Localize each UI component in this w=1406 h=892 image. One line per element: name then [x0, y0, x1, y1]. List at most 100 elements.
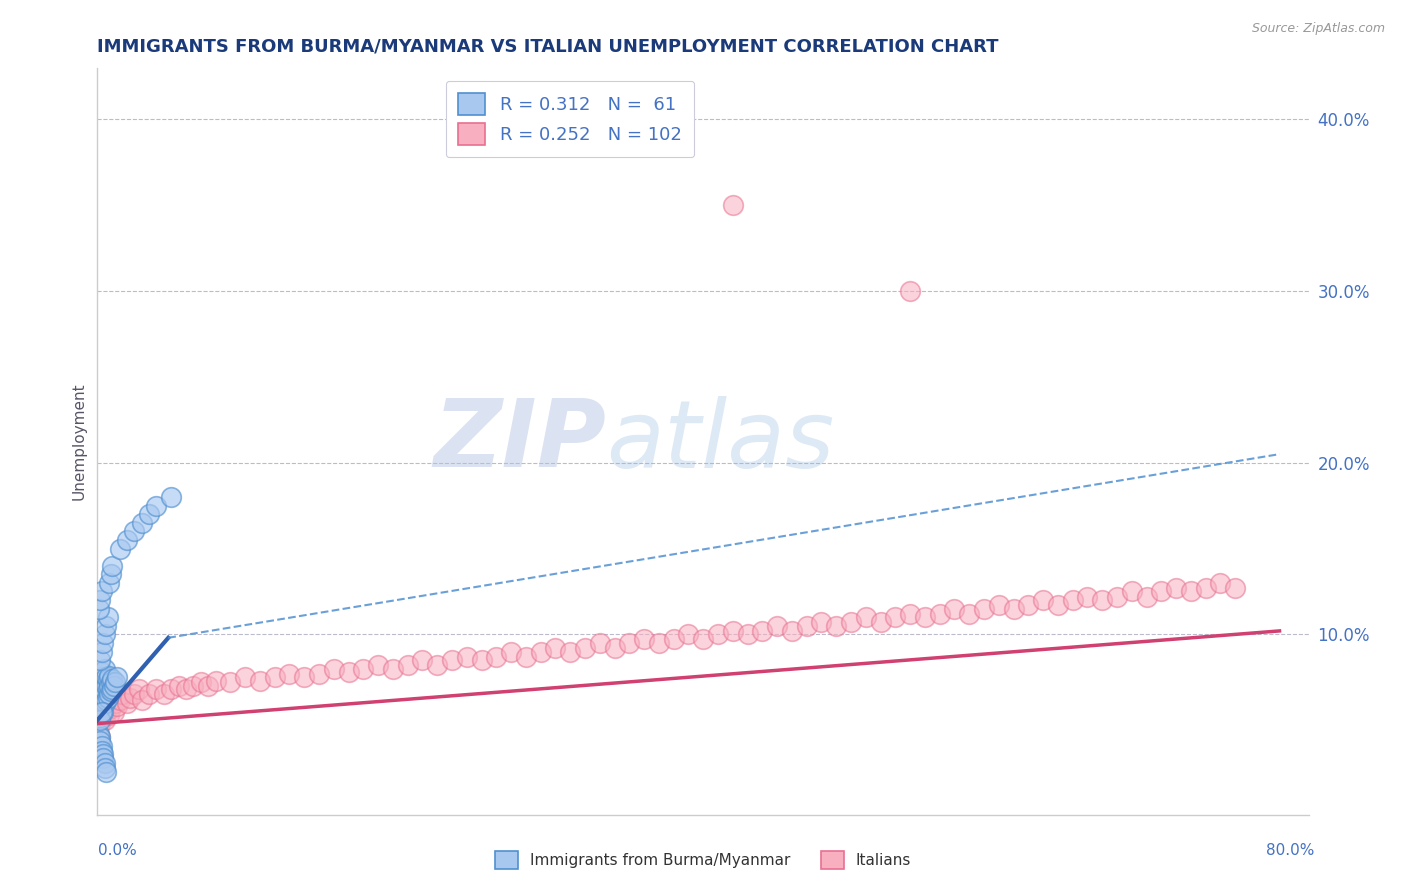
Point [124, 687, 146, 701]
Point [292, 670, 315, 684]
Point [89, 713, 111, 727]
Point [145, 499, 167, 513]
Point [91, 636, 114, 650]
Point [662, 632, 685, 647]
Point [103, 679, 125, 693]
Point [367, 658, 389, 673]
Point [98, 708, 121, 723]
Point [396, 658, 419, 673]
Point [97, 690, 120, 705]
Point [100, 684, 122, 698]
Y-axis label: Unemployment: Unemployment [72, 383, 86, 500]
Point [108, 541, 131, 556]
Point [471, 653, 494, 667]
Point [987, 598, 1010, 612]
Point [97, 696, 120, 710]
Point [456, 649, 478, 664]
Point [90, 710, 112, 724]
Point [1225, 581, 1247, 595]
Point [89, 733, 111, 747]
Point [93, 627, 115, 641]
Point [928, 607, 950, 621]
Point [855, 610, 877, 624]
Point [411, 653, 433, 667]
Point [574, 641, 596, 656]
Point [1076, 590, 1098, 604]
Point [145, 682, 167, 697]
Point [485, 649, 508, 664]
Point [118, 690, 141, 705]
Point [278, 666, 301, 681]
Text: atlas: atlas [606, 396, 835, 487]
Point [1032, 593, 1054, 607]
Point [914, 610, 936, 624]
Point [796, 619, 818, 633]
Point [93, 662, 115, 676]
Point [138, 507, 160, 521]
Point [131, 516, 153, 530]
Point [1194, 581, 1216, 595]
Point [96, 692, 118, 706]
Point [96, 670, 118, 684]
Point [167, 679, 190, 693]
Point [104, 696, 127, 710]
Point [190, 675, 212, 690]
Point [90, 644, 112, 658]
Point [97, 672, 120, 686]
Point [93, 756, 115, 770]
Point [89, 731, 111, 745]
Point [219, 675, 242, 690]
Point [90, 699, 112, 714]
Point [1180, 584, 1202, 599]
Point [101, 692, 124, 706]
Point [530, 644, 553, 658]
Point [98, 668, 121, 682]
Point [93, 675, 115, 690]
Point [98, 575, 121, 590]
Point [603, 641, 626, 656]
Point [153, 687, 176, 701]
Point [89, 670, 111, 684]
Point [869, 615, 891, 630]
Point [884, 610, 907, 624]
Point [751, 624, 773, 638]
Point [90, 687, 112, 701]
Point [544, 641, 567, 656]
Point [943, 601, 966, 615]
Point [90, 744, 112, 758]
Text: ZIP: ZIP [433, 395, 606, 487]
Point [352, 662, 374, 676]
Point [87, 601, 110, 615]
Point [1046, 598, 1069, 612]
Point [263, 670, 285, 684]
Point [91, 673, 114, 688]
Point [957, 607, 980, 621]
Text: 80.0%: 80.0% [1267, 843, 1315, 858]
Legend: Immigrants from Burma/Myanmar, Italians: Immigrants from Burma/Myanmar, Italians [489, 845, 917, 875]
Point [91, 751, 114, 765]
Point [589, 636, 612, 650]
Point [825, 619, 848, 633]
Point [87, 687, 110, 701]
Point [89, 593, 111, 607]
Point [115, 696, 138, 710]
Point [111, 687, 134, 701]
Point [1135, 590, 1157, 604]
Point [707, 627, 730, 641]
Text: 0.0%: 0.0% [98, 843, 138, 858]
Point [89, 716, 111, 731]
Point [105, 699, 128, 714]
Point [160, 490, 183, 504]
Point [721, 624, 744, 638]
Point [90, 739, 112, 753]
Point [96, 705, 118, 719]
Point [381, 662, 404, 676]
Point [839, 615, 862, 630]
Point [87, 705, 110, 719]
Point [898, 607, 921, 621]
Point [337, 665, 360, 679]
Point [89, 731, 111, 745]
Point [619, 636, 641, 650]
Point [100, 675, 122, 690]
Point [426, 658, 449, 673]
